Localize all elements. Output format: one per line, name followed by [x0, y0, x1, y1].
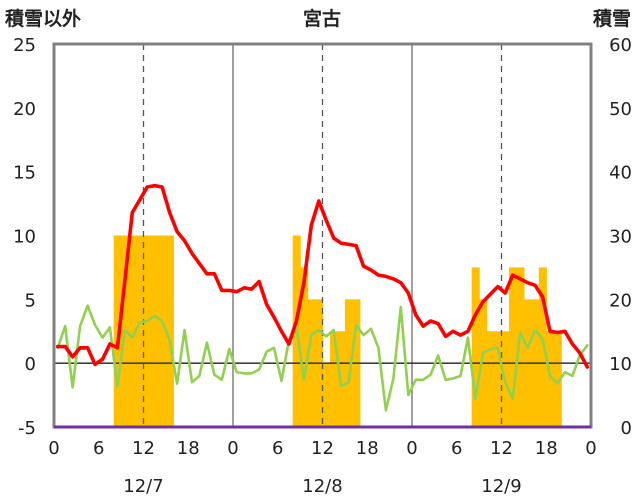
snowfall-bar — [165, 235, 174, 427]
snowfall-bar — [329, 331, 339, 427]
snowfall-bar — [494, 331, 503, 427]
x-tick-label: 6 — [272, 438, 283, 459]
snowfall-bar — [546, 331, 555, 427]
right-tick-label: 20 — [609, 290, 632, 311]
snowfall-bar — [136, 235, 145, 427]
date-label: 12/7 — [123, 476, 163, 497]
right-axis-title: 積雪 — [593, 7, 631, 30]
x-tick-label: 12 — [132, 438, 155, 459]
series-lines — [55, 183, 590, 412]
left-axis-title: 積雪以外 — [5, 7, 81, 30]
wind-line — [56, 304, 589, 412]
left-tick-label: 0 — [25, 354, 36, 375]
snowfall-bar — [143, 235, 152, 427]
snowfall-bar — [150, 235, 160, 427]
left-tick-label: -5 — [18, 418, 36, 439]
plot-frame — [52, 42, 593, 429]
snowfall-bar — [538, 267, 547, 427]
right-tick-label: 40 — [609, 163, 632, 184]
x-tick-label: 18 — [177, 438, 200, 459]
x-tick-label: 12 — [490, 438, 513, 459]
snowfall-bar — [471, 267, 480, 427]
snowfall-bar — [486, 331, 495, 427]
snowfall-bar — [322, 363, 331, 427]
right-tick-label: 0 — [621, 418, 632, 439]
x-tick-label: 6 — [451, 438, 462, 459]
right-tick-label: 60 — [609, 35, 632, 56]
snowfall-bars — [113, 235, 562, 427]
snowfall-bar — [128, 235, 137, 427]
x-tick-label: 18 — [535, 438, 558, 459]
x-tick-label: 0 — [585, 438, 596, 459]
x-tick-label: 0 — [227, 438, 238, 459]
snowfall-bar — [158, 235, 167, 427]
snowfall-bar — [553, 331, 562, 427]
left-tick-label: 10 — [13, 227, 36, 248]
date-label: 12/9 — [481, 476, 521, 497]
x-tick-label: 0 — [48, 438, 59, 459]
snowfall-bar — [516, 267, 525, 427]
right-tick-label: 30 — [609, 227, 632, 248]
right-tick-label: 10 — [609, 354, 632, 375]
x-tick-label: 18 — [356, 438, 379, 459]
left-tick-label: 20 — [13, 99, 36, 120]
x-tick-label: 0 — [406, 438, 417, 459]
right-tick-label: 50 — [609, 99, 632, 120]
left-tick-label: 25 — [13, 35, 36, 56]
snowfall-bar — [300, 267, 309, 427]
chart-title: 宮古 — [303, 7, 341, 30]
date-label: 12/8 — [302, 476, 342, 497]
x-tick-label: 6 — [93, 438, 104, 459]
snowfall-bar — [508, 267, 518, 427]
temperature-line — [55, 183, 590, 369]
x-tick-label: 12 — [311, 438, 334, 459]
left-tick-label: 15 — [13, 163, 36, 184]
left-tick-label: 5 — [25, 290, 36, 311]
